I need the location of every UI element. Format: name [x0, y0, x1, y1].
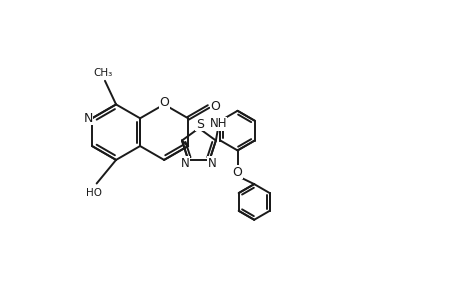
Text: S: S: [196, 118, 203, 131]
Text: O: O: [232, 166, 242, 178]
Text: O: O: [210, 100, 220, 113]
Text: HO: HO: [85, 188, 101, 198]
Text: N: N: [83, 112, 93, 125]
Text: O: O: [159, 96, 169, 109]
Text: CH₃: CH₃: [93, 68, 112, 78]
Text: N: N: [181, 157, 190, 170]
Text: NH: NH: [209, 117, 226, 130]
Text: N: N: [207, 157, 216, 170]
